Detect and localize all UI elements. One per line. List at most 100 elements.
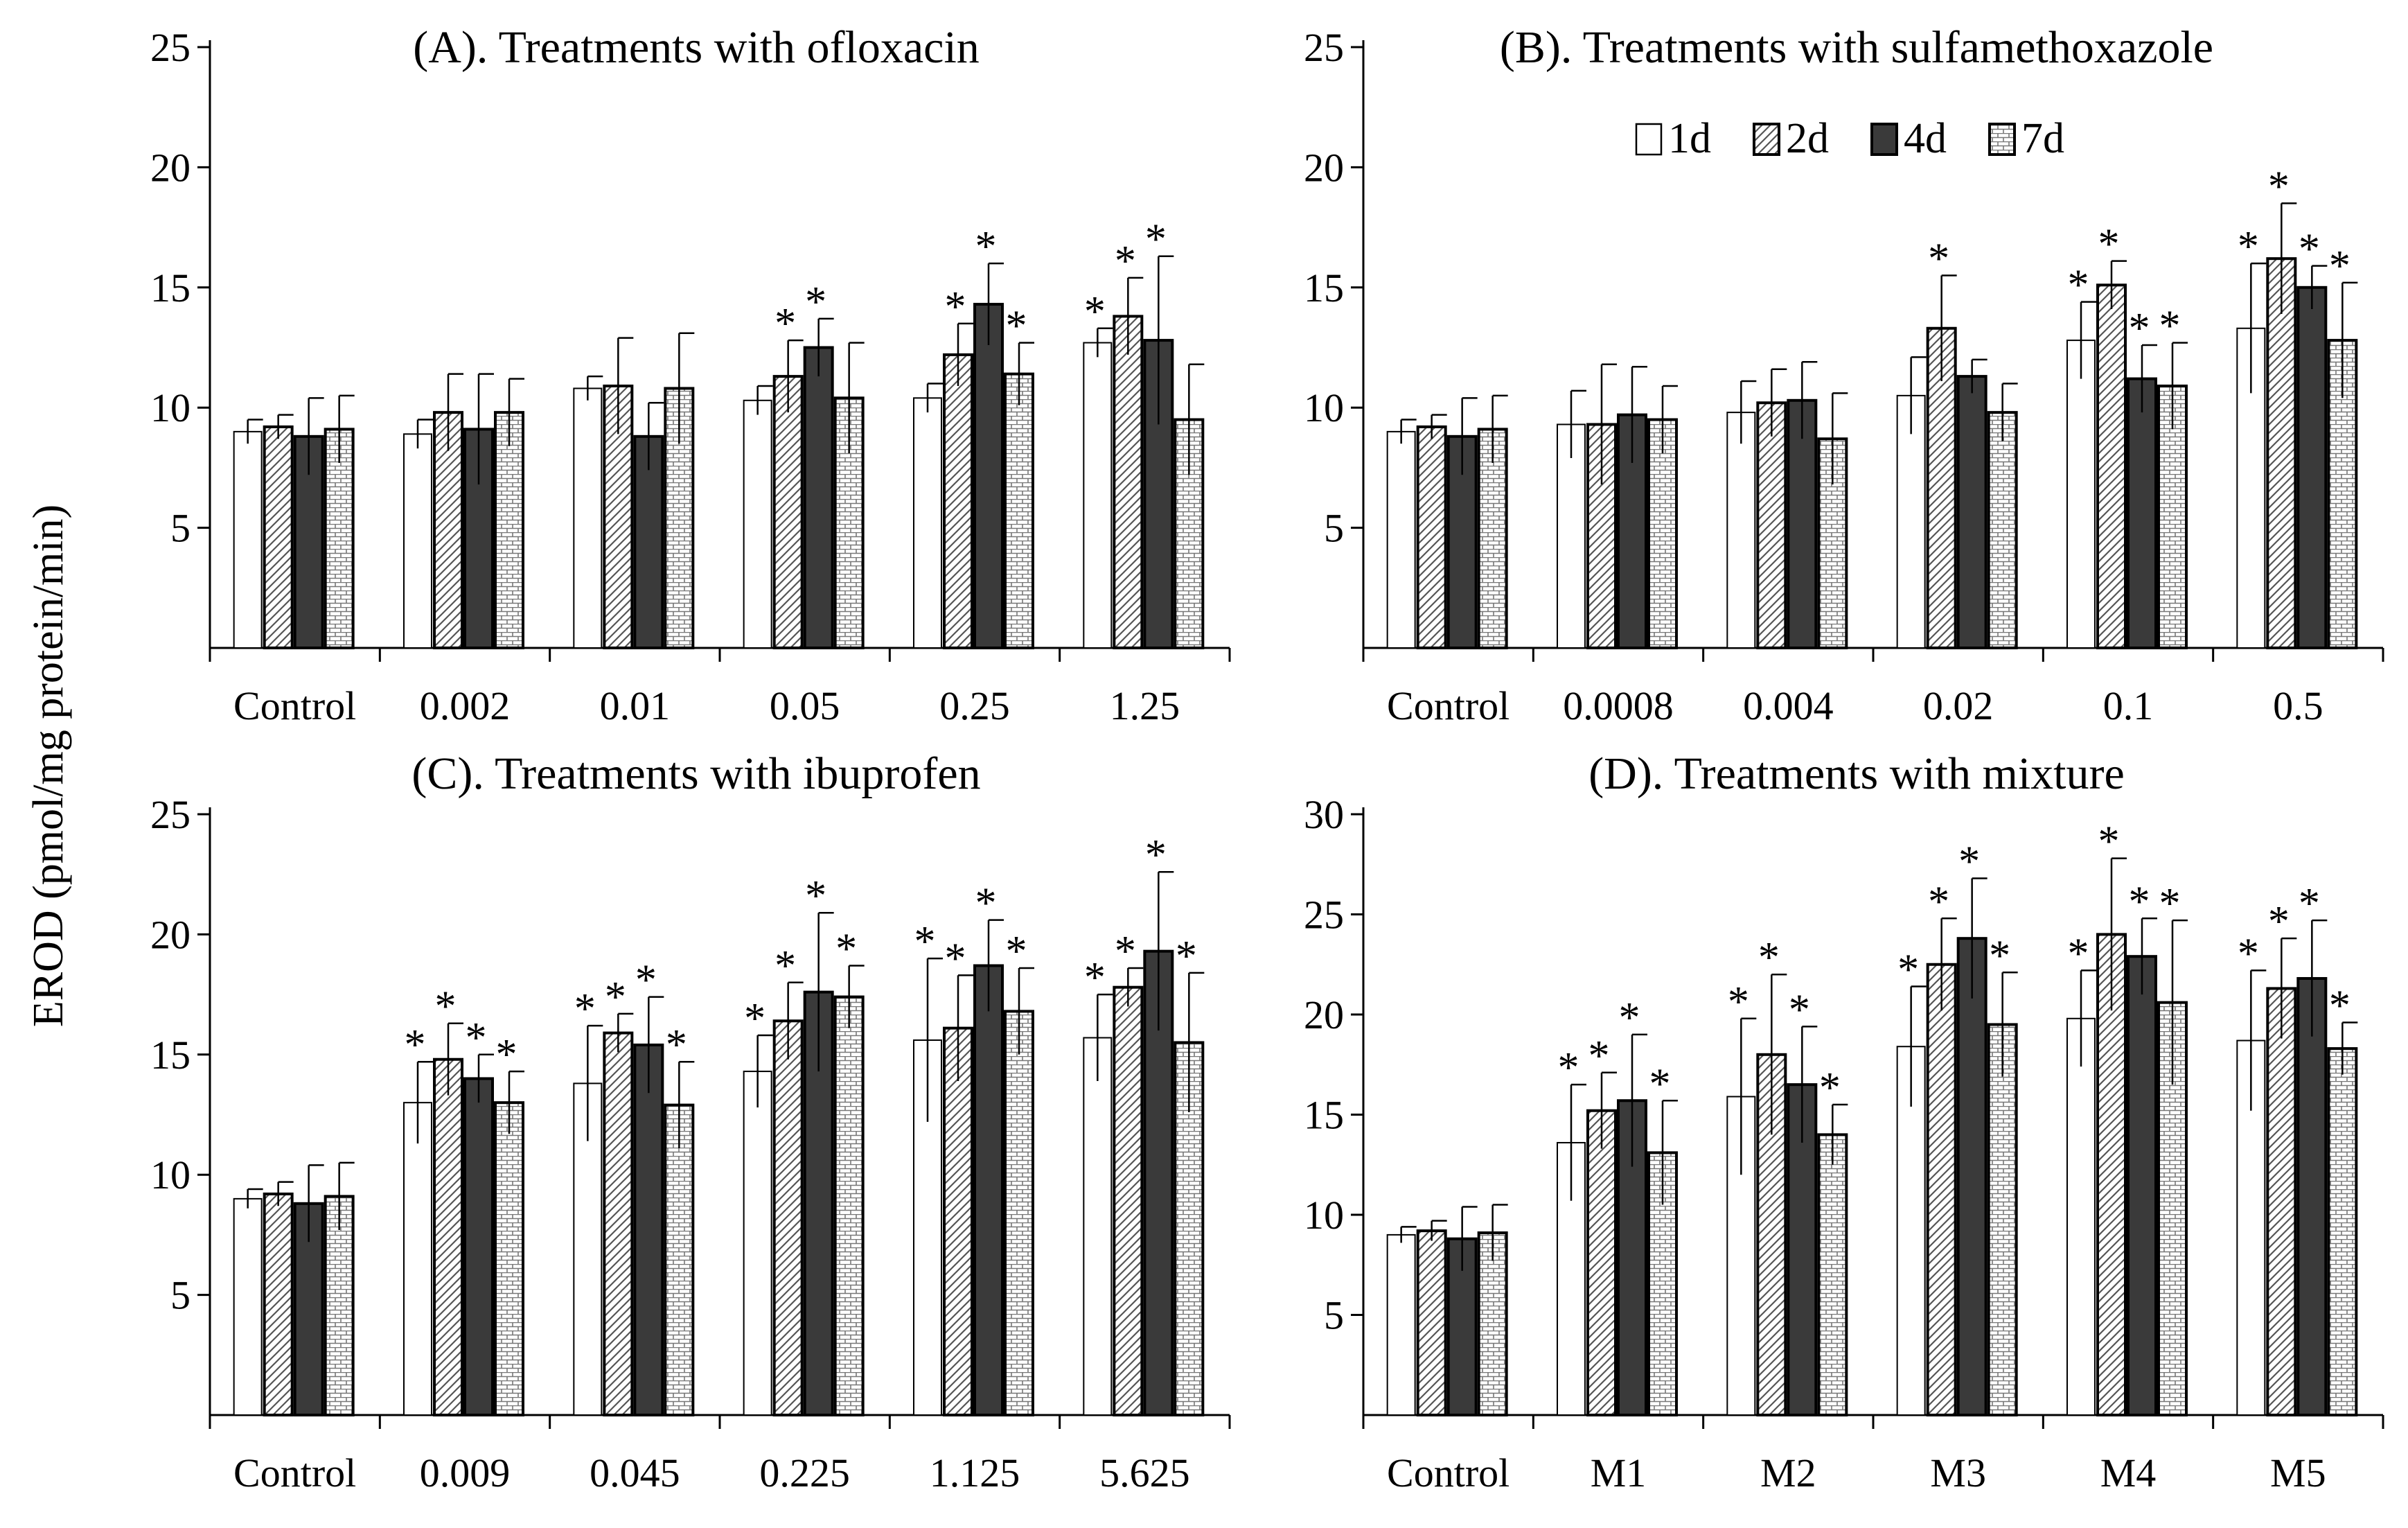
- significance-star: *: [774, 942, 796, 990]
- bar-4d-0-02: [1956, 375, 1988, 650]
- significance-star: *: [2068, 262, 2089, 309]
- bar-2d-0-05: [772, 375, 804, 650]
- significance-star: *: [975, 880, 997, 927]
- bar-2d-5-625: [1113, 985, 1144, 1417]
- bar-4d-0-05: [803, 346, 834, 649]
- bar-7d-0-1: [2157, 384, 2188, 649]
- significance-star: *: [1176, 933, 1197, 980]
- bar-7d-control: [1477, 1231, 1508, 1416]
- significance-star: *: [2299, 880, 2320, 927]
- bar-4d-1-125: [973, 964, 1004, 1416]
- bar-2d-control: [1416, 1229, 1447, 1416]
- significance-star: *: [2268, 163, 2290, 210]
- x-tick-label-1-125: 1.125: [930, 1450, 1020, 1495]
- bar-1d-control: [233, 1197, 263, 1416]
- bar-4d-0-25: [973, 303, 1004, 649]
- significance-star: *: [2268, 898, 2290, 945]
- x-tick-label-control: Control: [1387, 683, 1510, 728]
- y-tick-label: 15: [1304, 265, 1344, 310]
- x-tick-label-0-002: 0.002: [420, 683, 511, 728]
- bar-2d-control: [263, 425, 294, 649]
- x-tick-label-m2: M2: [1760, 1450, 1816, 1495]
- significance-star: *: [1728, 978, 1749, 1026]
- x-tick-label-0-004: 0.004: [1743, 683, 1834, 728]
- bar-2d-0-009: [433, 1057, 463, 1416]
- significance-star: *: [2098, 818, 2120, 866]
- bar-2d-0-045: [603, 1031, 634, 1416]
- bar-2d-m1: [1586, 1109, 1617, 1416]
- bar-2d-0-0008: [1586, 423, 1617, 649]
- significance-star: *: [1758, 934, 1780, 981]
- bar-4d-5-625: [1143, 949, 1174, 1416]
- y-tick-label: 5: [170, 506, 191, 551]
- panels: (A). Treatments with ofloxacin 5 10 15 20 25 C…: [150, 22, 2384, 1495]
- significance-star: *: [2129, 305, 2150, 352]
- significance-star: *: [2068, 930, 2089, 977]
- bar-7d-0-225: [833, 995, 865, 1416]
- significance-star: *: [1115, 928, 1136, 975]
- bar-7d-0-002: [494, 411, 524, 649]
- y-tick-label: 10: [150, 1152, 191, 1197]
- significance-star: *: [2098, 221, 2120, 268]
- bar-7d-m2: [1817, 1133, 1848, 1417]
- significance-star: *: [2129, 878, 2150, 925]
- significance-star: *: [574, 985, 596, 1033]
- bar-2d-0-002: [433, 411, 463, 649]
- significance-star: *: [496, 1031, 517, 1078]
- bar-1d-0-009: [403, 1102, 432, 1416]
- legend-swatch-4d: [1870, 123, 1898, 156]
- x-tick-label-m5: M5: [2270, 1450, 2326, 1495]
- bar-1d-0-002: [403, 433, 432, 649]
- significance-star: *: [1649, 1060, 1671, 1107]
- significance-star: *: [1115, 238, 1136, 285]
- chart-title: (B). Treatments with sulfamethoxazole: [1500, 22, 2213, 73]
- significance-star: *: [805, 872, 826, 920]
- significance-star: *: [1819, 1064, 1841, 1112]
- y-tick-label: 30: [1304, 792, 1344, 837]
- bar-4d-control: [1446, 434, 1478, 649]
- bar-1d-0-02: [1896, 394, 1926, 649]
- y-tick-label: 25: [1304, 25, 1344, 70]
- bar-1d-0-004: [1726, 412, 1756, 649]
- bar-1d-0-225: [743, 1071, 772, 1416]
- legend-swatch-1d: [1635, 123, 1663, 156]
- chart-panel-3: (C). Treatments with ibuprofen 5 10 15 20 25 C…: [150, 748, 1231, 1495]
- bar-2d-0-004: [1756, 401, 1787, 649]
- bar-4d-m3: [1956, 937, 1988, 1417]
- significance-star: *: [635, 957, 657, 1004]
- y-tick-label: 5: [1324, 506, 1344, 551]
- y-tick-label: 10: [150, 385, 191, 430]
- x-tick-label-0-0008: 0.0008: [1563, 683, 1674, 728]
- bar-7d-1-125: [1004, 1010, 1034, 1416]
- significance-star: *: [835, 925, 857, 972]
- bar-7d-control: [1477, 428, 1508, 649]
- legend-label-7d: 7d: [2021, 115, 2064, 162]
- bar-7d-m5: [2327, 1047, 2358, 1416]
- x-tick-label-0-045: 0.045: [590, 1450, 680, 1495]
- bar-1d-m3: [1896, 1046, 1926, 1416]
- y-tick-label: 20: [1304, 992, 1344, 1037]
- significance-star: *: [605, 974, 626, 1021]
- y-tick-label: 5: [170, 1273, 191, 1318]
- chart-title: (D). Treatments with mixture: [1588, 748, 2125, 799]
- x-tick-label-control: Control: [233, 1450, 356, 1495]
- bar-1d-control: [1386, 430, 1416, 649]
- significance-star: *: [466, 1015, 487, 1062]
- significance-star: *: [805, 279, 826, 326]
- significance-star: *: [975, 223, 997, 270]
- legend-swatch-7d: [1988, 123, 2016, 156]
- significance-star: *: [1145, 832, 1167, 879]
- bar-2d-control: [1416, 425, 1447, 649]
- significance-star: *: [2159, 303, 2181, 350]
- bar-2d-0-225: [772, 1019, 804, 1417]
- significance-star: *: [1958, 838, 1980, 885]
- significance-star: *: [2329, 983, 2351, 1030]
- bar-4d-0-004: [1787, 398, 1818, 650]
- chart-panel-2: (B). Treatments with sulfamethoxazole 5 10…: [1304, 22, 2384, 728]
- y-tick-label: 15: [150, 265, 191, 310]
- bar-2d-m3: [1926, 963, 1957, 1416]
- x-tick-label-1-25: 1.25: [1110, 683, 1180, 728]
- bar-4d-0-5: [2296, 286, 2328, 649]
- bar-2d-1-125: [943, 1026, 973, 1416]
